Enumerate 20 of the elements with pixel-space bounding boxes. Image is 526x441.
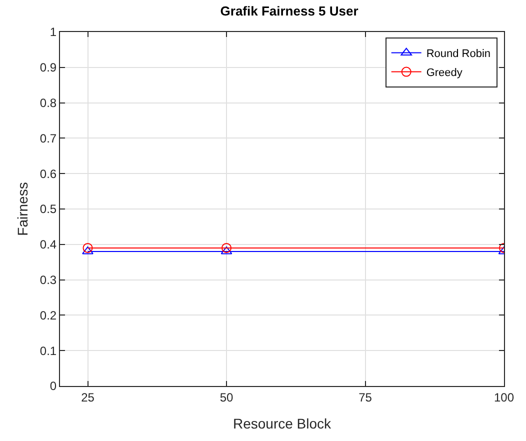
y-tick-label: 0.7 (40, 131, 57, 146)
legend-label: Round Robin (426, 48, 491, 60)
legend-label: Greedy (426, 67, 463, 80)
x-tick-label: 25 (81, 390, 95, 404)
chart-title: Grafik Fairness 5 User (220, 4, 358, 19)
y-tick-label: 0.5 (40, 202, 57, 216)
y-tick-label: 0.9 (40, 60, 57, 75)
y-tick-label: 0.6 (40, 166, 57, 181)
y-tick-label: 0 (50, 379, 57, 394)
x-axis-title: Resource Block (232, 416, 332, 432)
y-tick-label: 0.1 (40, 344, 57, 358)
y-tick-label: 0.8 (40, 96, 57, 110)
y-axis-title: Fairness (14, 182, 31, 236)
x-tick-label: 100 (494, 390, 514, 404)
y-tick-label: 1 (50, 25, 57, 40)
x-tick-label: 75 (358, 390, 372, 404)
y-tick-label: 0.3 (40, 273, 57, 287)
y-tick-label: 0.2 (40, 308, 57, 322)
x-tick-label: 50 (220, 390, 234, 404)
y-tick-label: 0.4 (40, 238, 57, 252)
